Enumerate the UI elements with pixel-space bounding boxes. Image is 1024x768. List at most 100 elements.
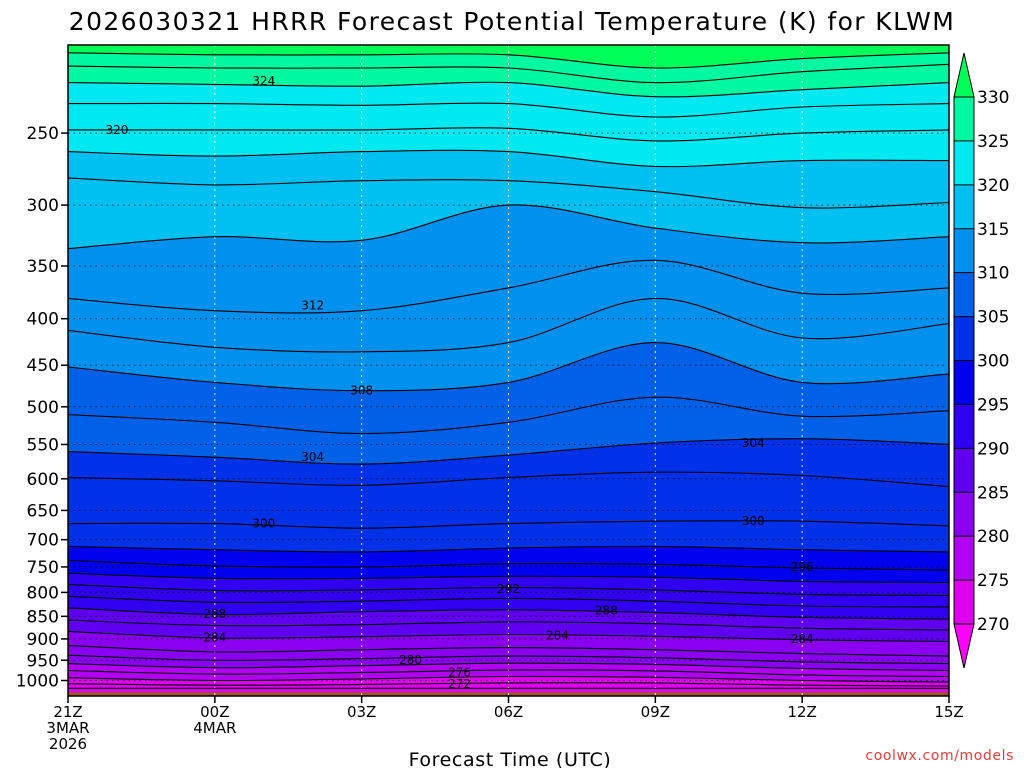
contour-label: 284 [203, 631, 226, 645]
x-tick-label: 03Z [347, 703, 376, 721]
isentrope-316 [68, 177, 949, 209]
x-tick-label: 2026 [49, 735, 87, 753]
isentrope-306 [68, 396, 949, 435]
colorbar-label: 310 [977, 264, 1009, 284]
colorbar-label: 285 [977, 483, 1009, 503]
colorbar-max-arrow [953, 52, 975, 98]
isentrope-272 [68, 682, 949, 687]
isentrope-308 [68, 342, 949, 392]
colorbar-swatch-285 [954, 448, 974, 493]
y-tick-label: 250 [27, 124, 59, 144]
isentrope-280 [68, 654, 949, 665]
contour-label: 272 [448, 677, 471, 691]
isentrope-276 [68, 669, 949, 678]
colorbar-label: 325 [977, 132, 1009, 152]
isentrope-294 [68, 572, 949, 583]
colorbar-label: 315 [977, 220, 1009, 240]
y-tick-label: 350 [27, 257, 59, 277]
contour-label: 312 [301, 299, 324, 313]
colorbar-label: 320 [977, 176, 1009, 196]
isentrope-304 [68, 438, 949, 465]
contour-label: 288 [595, 604, 618, 618]
isentrope-328 [68, 52, 949, 69]
contour-label: 300 [742, 514, 765, 528]
contour-label: 284 [791, 632, 814, 646]
isentrope-320 [68, 127, 949, 142]
isentrope-292 [68, 583, 949, 596]
x-tick-label: 4MAR [193, 719, 236, 737]
contour-label: 300 [252, 517, 275, 531]
grid-lines [68, 45, 949, 696]
colorbar-label: 280 [977, 527, 1009, 547]
isentrope-302 [68, 471, 949, 488]
colorbar-swatch-325 [954, 97, 974, 142]
x-tick-label: 09Z [641, 703, 670, 721]
colorbar-swatch-295 [954, 360, 974, 405]
contour-label: 304 [742, 436, 765, 450]
contour-label: 304 [301, 450, 324, 464]
y-tick-label: 700 [27, 531, 59, 551]
y-tick-label: 450 [27, 356, 59, 376]
colorbar-label: 295 [977, 395, 1009, 415]
colorbar-label: 275 [977, 571, 1009, 591]
contour-label: 288 [203, 607, 226, 621]
isentrope-284 [68, 630, 949, 643]
isentrope-326 [68, 63, 949, 84]
y-tick-label: 1000 [16, 672, 59, 692]
y-tick-label: 900 [27, 630, 59, 650]
colorbar-swatch-280 [954, 492, 974, 537]
x-tick-label: 21Z [53, 703, 82, 721]
isentrope-310 [68, 297, 949, 353]
y-tick-label: 400 [27, 310, 59, 330]
y-tick-label: 300 [27, 196, 59, 216]
isentrope-324 [68, 81, 949, 98]
colorbar-swatch-270 [954, 580, 974, 625]
contour-label: 284 [546, 628, 569, 642]
colorbar-swatch-300 [954, 316, 974, 361]
colorbar: 270 275 280 285 290 295 300 305 310 315 320 325 330 [953, 52, 1009, 669]
isentrope-286 [68, 619, 949, 631]
colorbar-swatch-275 [954, 536, 974, 581]
isentrope-274 [68, 675, 949, 683]
chart-title: 2026030321 HRRR Forecast Potential Tempe… [69, 7, 955, 36]
contour-label: 280 [399, 653, 422, 667]
colorbar-label: 290 [977, 439, 1009, 459]
x-tick-label: 00Z [200, 703, 229, 721]
isentrope-290 [68, 595, 949, 608]
colorbar-swatch-315 [954, 184, 974, 230]
theta-band-top [68, 45, 949, 69]
isentrope-322 [68, 102, 949, 118]
x-tick-label: 06Z [494, 703, 523, 721]
y-tick-label: 850 [27, 607, 59, 627]
x-tick-label: 15Z [934, 703, 963, 721]
x-axis-title: Forecast Time (UTC) [409, 749, 612, 768]
contour-label: 276 [448, 666, 471, 680]
isentrope-contours [68, 52, 949, 689]
contour-label: 296 [791, 560, 814, 574]
x-tick-label: 3MAR [46, 719, 89, 737]
y-tick-label: 550 [27, 435, 59, 455]
y-tick-label: 800 [27, 583, 59, 603]
colorbar-label: 330 [977, 88, 1009, 108]
colorbar-swatch-310 [954, 228, 974, 274]
x-tick-label: 12Z [787, 703, 816, 721]
contour-label: 320 [105, 123, 128, 137]
isentrope-296 [68, 559, 949, 571]
y-tick-label: 600 [27, 470, 59, 490]
plot-area: 324 320 312 308 304 304 300 300 296 292 288 288 284 2… [67, 44, 950, 697]
y-tick-label: 750 [27, 558, 59, 578]
isentrope-300 [68, 520, 949, 529]
isentrope-278 [68, 662, 949, 672]
colorbar-min-arrow [953, 623, 975, 669]
isentrope-312 [68, 259, 949, 314]
isentrope-282 [68, 644, 949, 657]
contour-label: 292 [497, 582, 520, 596]
y-tick-label: 950 [27, 651, 59, 671]
y-tick-label: 500 [27, 398, 59, 418]
colorbar-label: 305 [977, 308, 1009, 328]
colorbar-swatch-290 [954, 404, 974, 449]
colorbar-swatch-305 [954, 272, 974, 318]
credit-link[interactable]: coolwx.com/models [865, 748, 1014, 764]
